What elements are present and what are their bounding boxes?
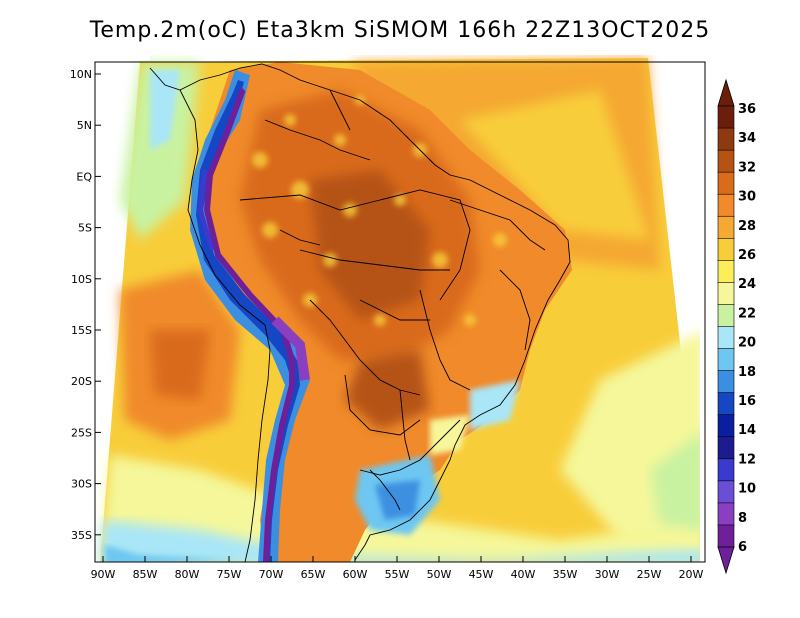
longitude-label: 80W	[175, 568, 200, 581]
colorbar: 36 34 32 30 28 26 24 22 20 18 16 14 12 10 8 6	[717, 78, 756, 575]
longitude-label: 60W	[343, 568, 368, 581]
latitude-label: EQ	[76, 170, 92, 183]
colorbar-top-arrow	[717, 78, 735, 107]
colorbar-bin	[717, 304, 735, 328]
colorbar-bin	[717, 171, 735, 195]
latitude-label: 10S	[71, 273, 92, 286]
longitude-label: 85W	[133, 568, 158, 581]
colorbar-label: 14	[738, 423, 756, 438]
colorbar-bin	[717, 392, 735, 416]
longitude-label: 90W	[91, 568, 116, 581]
longitude-label: 20W	[679, 568, 704, 581]
colorbar-bin	[717, 215, 735, 240]
colorbar-bin	[717, 326, 735, 350]
longitude-label: 30W	[595, 568, 620, 581]
colorbar-label: 12	[738, 452, 756, 467]
latitude-label: 15S	[71, 324, 92, 337]
colorbar-bin	[717, 348, 735, 372]
colorbar-label: 16	[738, 394, 756, 409]
colorbar-label: 10	[738, 482, 756, 497]
colorbar-bin	[717, 193, 735, 218]
country-borders	[149, 63, 571, 563]
colorbar-bin	[717, 127, 735, 151]
colorbar-label: 32	[738, 160, 756, 175]
latitude-label: 30S	[71, 478, 92, 491]
latitude-label: 25S	[71, 426, 92, 439]
colorbar-bin	[717, 282, 735, 306]
longitude-axis: 90W 85W 80W 75W 70W 65W 60W 55W 50W 45W 40W 35W 30W 2…	[91, 556, 704, 581]
colorbar-label: 8	[738, 511, 747, 526]
longitude-label: 35W	[553, 568, 578, 581]
colorbar-bin	[717, 238, 735, 262]
colorbar-label: 36	[738, 102, 756, 117]
latitude-label: 35S	[71, 529, 92, 542]
latitude-label: 5S	[78, 222, 92, 235]
colorbar-bin	[717, 260, 735, 284]
map-title: Temp.2m(oC) Eta3km SiSMOM 166h 22Z13OCT2…	[89, 18, 711, 43]
colorbar-bin	[717, 436, 735, 460]
map-frame	[94, 61, 706, 563]
colorbar-label: 24	[738, 277, 756, 292]
colorbar-bin	[717, 502, 735, 526]
colorbar-bin	[717, 480, 735, 504]
colorbar-bin	[717, 458, 735, 482]
longitude-label: 40W	[511, 568, 536, 581]
colorbar-label: 30	[738, 190, 756, 205]
latitude-label: 5N	[77, 119, 92, 132]
latitude-label: 20S	[71, 375, 92, 388]
colorbar-label: 6	[738, 540, 747, 555]
colorbar-bin	[717, 370, 735, 394]
colorbar-bin	[717, 149, 735, 173]
temperature-field	[100, 58, 700, 562]
longitude-label: 50W	[427, 568, 452, 581]
colorbar-label: 20	[738, 336, 756, 351]
colorbar-bin	[717, 105, 735, 129]
colorbar-label: 28	[738, 219, 756, 234]
longitude-label: 55W	[385, 568, 410, 581]
colorbar-bin	[717, 414, 735, 438]
colorbar-label: 18	[738, 365, 756, 380]
colorbar-label: 26	[738, 248, 756, 263]
longitude-label: 75W	[217, 568, 242, 581]
colorbar-label: 22	[738, 306, 756, 321]
longitude-label: 45W	[469, 568, 494, 581]
colorbar-label: 34	[738, 131, 756, 146]
colorbar-bottom-arrow	[717, 546, 735, 575]
longitude-label: 65W	[301, 568, 326, 581]
colorbar-bin	[717, 524, 735, 548]
longitude-label: 70W	[259, 568, 284, 581]
latitude-axis: 10N 5N EQ 5S 10S 15S 20S 25S 30S 35S	[70, 68, 101, 542]
longitude-label: 25W	[637, 568, 662, 581]
latitude-label: 10N	[70, 68, 92, 81]
